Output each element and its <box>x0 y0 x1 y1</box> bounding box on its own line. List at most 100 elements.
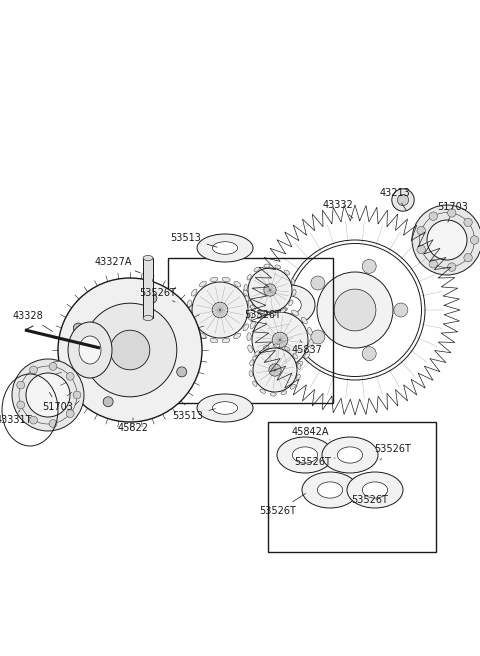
Ellipse shape <box>250 359 253 366</box>
Ellipse shape <box>305 352 310 359</box>
Text: 51703: 51703 <box>438 202 468 222</box>
Ellipse shape <box>298 363 301 369</box>
Ellipse shape <box>274 344 280 347</box>
Circle shape <box>362 346 376 361</box>
Circle shape <box>464 253 472 262</box>
Text: 51703: 51703 <box>43 392 73 412</box>
Text: 45842A: 45842A <box>291 427 330 440</box>
Circle shape <box>30 416 37 424</box>
Text: 53526T: 53526T <box>295 457 335 467</box>
Ellipse shape <box>143 255 153 260</box>
Ellipse shape <box>199 281 206 287</box>
Ellipse shape <box>79 336 101 364</box>
Text: 53513: 53513 <box>173 409 216 421</box>
Ellipse shape <box>302 472 358 508</box>
Circle shape <box>103 397 113 407</box>
Circle shape <box>66 373 74 380</box>
Ellipse shape <box>257 313 264 319</box>
Ellipse shape <box>234 333 240 338</box>
Circle shape <box>269 364 281 376</box>
Ellipse shape <box>251 305 255 310</box>
Circle shape <box>429 212 437 220</box>
Circle shape <box>264 284 276 296</box>
Ellipse shape <box>291 279 295 285</box>
Ellipse shape <box>297 374 300 380</box>
Ellipse shape <box>248 312 253 320</box>
Circle shape <box>252 312 308 368</box>
Ellipse shape <box>270 312 276 316</box>
Circle shape <box>212 302 228 318</box>
Ellipse shape <box>58 278 202 422</box>
Ellipse shape <box>253 356 259 363</box>
Ellipse shape <box>273 369 281 373</box>
Text: 45822: 45822 <box>118 418 148 433</box>
Ellipse shape <box>212 241 238 255</box>
Ellipse shape <box>285 367 293 372</box>
Ellipse shape <box>290 384 295 389</box>
Circle shape <box>311 330 325 344</box>
Circle shape <box>248 268 292 312</box>
Ellipse shape <box>285 346 290 351</box>
Ellipse shape <box>187 312 192 320</box>
Ellipse shape <box>197 394 253 422</box>
Ellipse shape <box>337 447 362 463</box>
Circle shape <box>417 245 425 254</box>
Circle shape <box>392 189 414 211</box>
Ellipse shape <box>275 265 281 269</box>
Ellipse shape <box>247 333 251 340</box>
Circle shape <box>49 363 57 371</box>
Ellipse shape <box>191 323 197 331</box>
Ellipse shape <box>83 303 177 397</box>
Ellipse shape <box>247 274 252 280</box>
Ellipse shape <box>110 330 150 370</box>
Circle shape <box>12 359 84 431</box>
Ellipse shape <box>262 365 269 370</box>
Circle shape <box>397 194 408 205</box>
Circle shape <box>177 367 187 377</box>
Circle shape <box>17 381 24 389</box>
Circle shape <box>253 348 297 392</box>
Text: 43328: 43328 <box>12 311 53 331</box>
Ellipse shape <box>296 361 303 367</box>
Ellipse shape <box>293 354 298 359</box>
Circle shape <box>464 218 472 226</box>
Ellipse shape <box>222 277 230 281</box>
Ellipse shape <box>291 310 299 316</box>
Ellipse shape <box>267 308 275 312</box>
Ellipse shape <box>248 300 253 308</box>
Ellipse shape <box>243 289 249 297</box>
Ellipse shape <box>265 285 315 325</box>
Text: 43327A: 43327A <box>94 257 141 273</box>
Ellipse shape <box>277 437 333 473</box>
Ellipse shape <box>222 338 230 343</box>
Ellipse shape <box>243 324 249 331</box>
Bar <box>143 258 153 318</box>
Circle shape <box>311 276 325 290</box>
Circle shape <box>73 391 81 399</box>
Ellipse shape <box>249 371 252 377</box>
Circle shape <box>447 263 456 272</box>
Text: 53526T: 53526T <box>140 288 177 302</box>
Ellipse shape <box>309 339 313 347</box>
Ellipse shape <box>347 472 403 508</box>
Text: 45837: 45837 <box>291 340 323 355</box>
Ellipse shape <box>68 322 112 378</box>
Circle shape <box>272 332 288 348</box>
Circle shape <box>470 236 479 244</box>
Ellipse shape <box>212 401 238 415</box>
Circle shape <box>147 293 157 303</box>
Ellipse shape <box>244 285 247 291</box>
Ellipse shape <box>362 482 388 498</box>
Ellipse shape <box>245 295 249 301</box>
Ellipse shape <box>317 482 343 498</box>
Ellipse shape <box>293 289 296 295</box>
Text: 43213: 43213 <box>380 188 410 211</box>
Circle shape <box>26 373 70 417</box>
Circle shape <box>417 226 425 235</box>
Ellipse shape <box>279 307 287 311</box>
Ellipse shape <box>260 389 265 394</box>
Ellipse shape <box>259 312 265 315</box>
Circle shape <box>427 220 467 260</box>
Ellipse shape <box>210 338 217 343</box>
Ellipse shape <box>264 264 270 268</box>
